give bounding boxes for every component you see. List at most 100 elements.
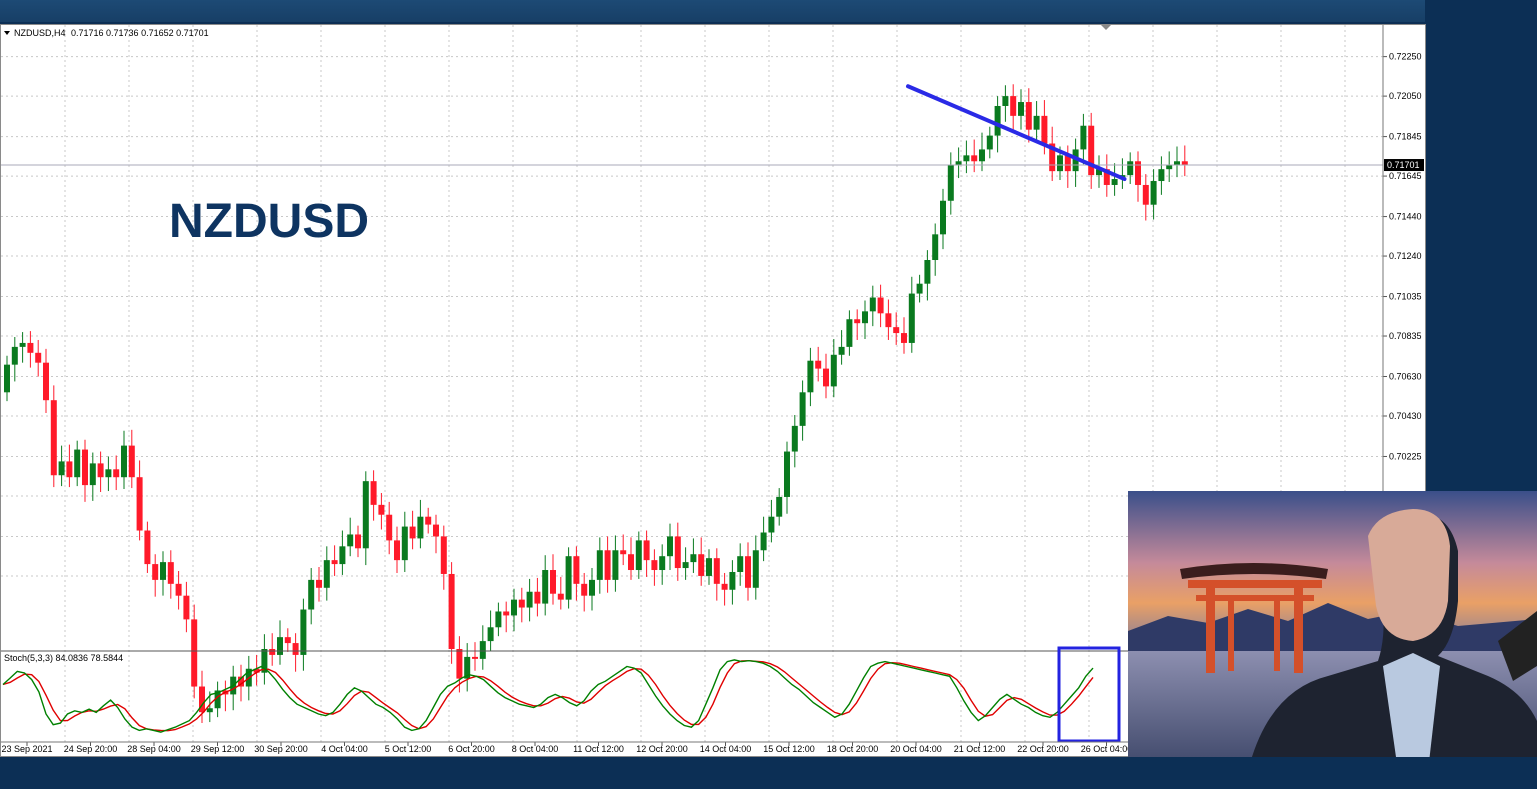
candle-bear (97, 463, 104, 478)
time-tick-label: 14 Oct 04:00 (700, 744, 752, 754)
candle-bear (877, 297, 884, 314)
candle-bear (316, 579, 322, 588)
time-tick-label: 5 Oct 12:00 (385, 744, 432, 754)
candle-bear (199, 686, 205, 713)
candle-bull (105, 469, 112, 478)
candle-bull (1057, 155, 1063, 172)
stochastic-highlight-box (1057, 646, 1121, 743)
chart-window[interactable]: 0.72250 0.72050 0.71845 0.71645 0.71440 0.712… (0, 24, 1426, 757)
candle-bear (472, 656, 478, 659)
candle-bull (479, 641, 486, 659)
price-tick-label: 0.72050 (1389, 91, 1422, 101)
candle-bull (300, 609, 307, 655)
candle-bull (261, 649, 268, 673)
candle-bear (1142, 184, 1149, 205)
microphone (1498, 611, 1537, 681)
candle-bull (526, 591, 533, 608)
terminal-toolbar (0, 0, 1425, 22)
candle-bull (869, 297, 876, 312)
time-tick-label: 8 Oct 04:00 (512, 744, 559, 754)
stochastic-main-line (2, 659, 1094, 733)
time-tick-label: 28 Sep 04:00 (127, 744, 181, 754)
candle-bear (253, 668, 260, 673)
time-tick-label: 6 Oct 20:00 (448, 744, 495, 754)
candle-bull (417, 516, 424, 539)
candle-bull (924, 260, 931, 284)
price-tick-label: 0.71845 (1389, 132, 1422, 142)
time-tick-label: 22 Oct 20:00 (1017, 744, 1069, 754)
candle-bull (277, 637, 283, 655)
price-tick-label: 0.71645 (1389, 171, 1422, 181)
candle-bear (409, 526, 416, 539)
candle-bear (1010, 96, 1017, 116)
symbol-header: NZDUSD,H4 0.71716 0.71736 0.71652 0.7170… (4, 28, 209, 38)
time-tick-label: 29 Sep 12:00 (191, 744, 245, 754)
candle-bull (19, 342, 26, 347)
candle-bear (191, 619, 198, 687)
chart-canvas[interactable]: 0.72250 0.72050 0.71845 0.71645 0.71440 0.712… (1, 25, 1425, 756)
candle-bull (846, 319, 853, 347)
candlestick-series (4, 84, 1188, 724)
candle-bull (1166, 165, 1173, 170)
candle-bull (74, 449, 81, 478)
time-tick-label: 24 Sep 20:00 (64, 744, 118, 754)
stochastic-label: Stoch(5,3,3) 84.0836 78.5844 (4, 653, 123, 663)
candle-bear (43, 362, 49, 401)
candle-bull (542, 570, 549, 604)
time-tick-label: 15 Oct 12:00 (763, 744, 815, 754)
candle-bull (495, 611, 502, 628)
candle-bear (66, 461, 73, 478)
candle-bear (713, 558, 720, 584)
candle-bull (760, 532, 767, 551)
header-dropdown-icon[interactable] (4, 31, 10, 35)
candle-bear (971, 155, 978, 162)
candle-bull (511, 599, 517, 616)
candle-bull (121, 445, 127, 478)
price-tick-label: 0.71440 (1389, 212, 1422, 222)
candle-bear (136, 477, 143, 531)
candle-bear (557, 593, 564, 600)
bottom-band (0, 757, 1537, 789)
candle-bull (612, 550, 619, 580)
price-tick-label: 0.70630 (1389, 372, 1422, 382)
candle-bear (518, 599, 525, 608)
candle-bear (1025, 102, 1032, 130)
stochastic-signal-line (2, 659, 1094, 732)
candle-bear (394, 540, 400, 561)
price-tick-label: 0.71035 (1389, 292, 1422, 302)
candle-bear (581, 583, 588, 596)
candle-bear (284, 637, 291, 644)
candle-bear (167, 562, 174, 584)
candle-bull (752, 550, 759, 588)
time-tick-label: 21 Oct 12:00 (954, 744, 1006, 754)
candle-bull (1002, 96, 1009, 106)
candle-bear (815, 360, 822, 369)
time-tick-label: 12 Oct 20:00 (636, 744, 688, 754)
candle-bull (308, 579, 315, 610)
candle-bull (1018, 102, 1024, 116)
candle-bear (823, 368, 829, 387)
candle-bear (27, 342, 34, 353)
candle-bull (1096, 169, 1102, 176)
candle-bear (1064, 155, 1071, 172)
symbol-name: NZDUSD,H4 (14, 28, 66, 38)
candle-bull (206, 708, 213, 713)
candle-bear (1103, 169, 1110, 185)
time-tick-label: 11 Oct 12:00 (573, 744, 624, 754)
time-tick-label: 4 Oct 04:00 (321, 744, 368, 754)
candle-bull (986, 135, 993, 150)
candle-bull (362, 481, 369, 549)
candle-bear (50, 400, 57, 476)
candle-bear (1088, 125, 1095, 176)
candle-bear (643, 540, 650, 561)
candle-bear (721, 583, 728, 590)
chart-shift-marker-icon[interactable] (1101, 25, 1111, 30)
time-tick-label: 23 Sep 2021 (1, 744, 52, 754)
trendline[interactable] (906, 84, 1127, 182)
candle-bear (1181, 161, 1188, 166)
candle-bull (1127, 161, 1134, 176)
candle-bear (113, 469, 120, 478)
symbol-watermark: NZDUSD (169, 195, 369, 248)
presenter-webcam (1128, 491, 1537, 771)
